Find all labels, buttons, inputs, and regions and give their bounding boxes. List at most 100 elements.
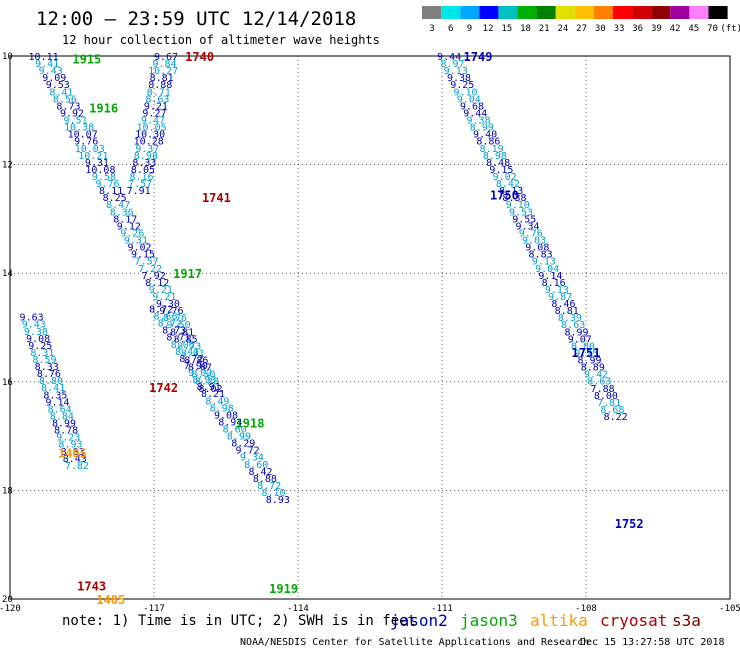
wave-height-value: 8.16	[129, 172, 153, 183]
wave-height-value: 8.71	[147, 87, 171, 98]
wave-height-value: 9.21	[144, 101, 168, 112]
graticule	[10, 56, 731, 599]
wave-height-value: 9.72	[236, 446, 260, 457]
wave-height-value: 8.46	[551, 299, 575, 310]
wave-height-value: 8.99	[52, 419, 76, 430]
pass-time-label: 1741	[202, 191, 231, 205]
wave-height-value: 8.86	[184, 356, 208, 367]
x-tick-label: -114	[287, 604, 309, 614]
map-title: 12:00 – 23:59 UTC 12/14/2018	[36, 8, 356, 30]
wave-height-value: 7.90	[184, 361, 208, 372]
y-tick-label: 18	[2, 486, 13, 496]
wave-height-value: 8.42	[496, 179, 520, 190]
wave-height-value: 8.80	[39, 376, 63, 387]
wave-height-value: 9.30	[156, 299, 180, 310]
wave-height-value: 8.43	[63, 454, 87, 465]
wave-height-value: 9.04	[457, 94, 481, 105]
wave-height-value: 8.91	[197, 382, 221, 393]
pass-time-label: 1749	[464, 50, 493, 64]
pass-time-label: 1743	[77, 579, 106, 593]
wave-height-value: 8.67	[188, 363, 212, 374]
wave-height-value: 9.51	[64, 116, 88, 127]
wave-height-value: 9.47	[141, 116, 165, 127]
legend-s3a: s3a	[672, 611, 701, 630]
wave-height-value: 8.02	[198, 384, 222, 395]
wave-height-value: 8.93	[192, 375, 216, 386]
wave-height-value: 8.72	[158, 319, 182, 330]
wave-height-value: 9.08	[26, 334, 50, 345]
wave-height-value: 8.13	[499, 186, 523, 197]
x-tick-label: -111	[431, 604, 453, 614]
scale-swatch	[708, 6, 728, 19]
wave-height-value: 10.21	[78, 151, 108, 162]
wave-height-value: 8.99	[578, 356, 602, 367]
wave-height-value: 8.41	[49, 87, 73, 98]
wave-height-value: 8.84	[50, 411, 74, 422]
y-tick-label: 12	[2, 161, 13, 171]
wave-height-value: 8.17	[113, 214, 137, 225]
scale-label: 3	[429, 24, 434, 34]
pass-time-label: 1916	[89, 102, 118, 116]
wave-height-value: 8.50	[191, 370, 215, 381]
wave-height-value: 9.25	[574, 348, 598, 359]
scale-label: 45	[688, 24, 699, 34]
wave-height-value: 7.57	[128, 179, 152, 190]
y-tick-label: 14	[2, 269, 13, 279]
wave-height-value: 8.98	[483, 151, 507, 162]
wave-height-value: 7.22	[138, 264, 162, 275]
color-scale: 3 6 9 12 15 18 21 24 27 30 33 36 39 42 45 70 (ft)	[422, 6, 740, 34]
wave-height-value: 9.53	[46, 80, 70, 91]
scale-swatch	[441, 6, 461, 19]
scale-swatch	[689, 6, 709, 19]
wave-height-value: 8.81	[170, 327, 194, 338]
wave-height-value: 8.78	[54, 426, 78, 437]
wave-height-value: 9.31	[85, 158, 109, 169]
scale-label: 42	[670, 24, 681, 34]
wave-height-value: 7.92	[142, 271, 166, 282]
wave-height-value: 8.63	[561, 320, 585, 331]
wave-height-value: 8.80	[571, 341, 595, 352]
wave-height-value: 8.98	[210, 403, 234, 414]
footer-timestamp: Dec 15 13:27:58 UTC 2018	[580, 637, 725, 648]
wave-height-value: 9.76	[159, 306, 183, 317]
wave-height-value: 8.29	[231, 439, 255, 450]
axis-ticks: -120 -117 -114 -111 -108 -105 10 12 14 16 18 20	[0, 52, 740, 614]
wave-height-value: 8.72	[179, 354, 203, 365]
scale-label: 36	[632, 24, 643, 34]
wave-height-value: 9.13	[545, 285, 569, 296]
wave-height-value: 9.13	[532, 257, 556, 268]
wave-height-value: 10.38	[64, 123, 94, 134]
scale-swatch	[613, 6, 633, 19]
wave-height-value: 8.93	[58, 440, 82, 451]
legend-jason2: jason2	[390, 611, 448, 630]
wave-height-value: 8.16	[542, 278, 566, 289]
scale-label: 30	[595, 24, 606, 34]
wave-height-value: 9.42	[584, 370, 608, 381]
wave-height-value: 8.88	[253, 474, 277, 485]
wave-height-value: 9.26	[120, 228, 144, 239]
wave-height-value: 8.99	[564, 327, 588, 338]
wave-height-value: 10.27	[148, 66, 178, 77]
scale-label: 33	[614, 24, 625, 34]
wave-height-value: 8.97	[440, 59, 464, 70]
wave-height-value: 10.28	[134, 137, 164, 148]
wave-height-value: 8.83	[529, 250, 553, 261]
wave-height-value: 9.13	[444, 66, 468, 77]
pass-time-label: 1918	[236, 417, 265, 431]
scale-label: 27	[576, 24, 587, 34]
wave-height-value: 9.25	[450, 80, 474, 91]
scale-swatch	[651, 6, 671, 19]
pass-time-label: 1919	[269, 582, 298, 596]
pass-time-label: 1917	[173, 267, 202, 281]
pass-time-label: 1752	[615, 517, 644, 531]
wave-height-value: 8.35	[43, 390, 67, 401]
wave-height-value: 9.92	[60, 108, 84, 119]
wave-height-value: 8.48	[486, 158, 510, 169]
wave-height-value: 9.21	[149, 285, 173, 296]
wave-height-value: 9.25	[28, 341, 52, 352]
wave-height-value: 9.43	[39, 66, 63, 77]
y-tick-label: 10	[2, 52, 13, 62]
wave-height-value: 9.76	[74, 137, 98, 148]
legend-altika: altika	[530, 611, 588, 630]
